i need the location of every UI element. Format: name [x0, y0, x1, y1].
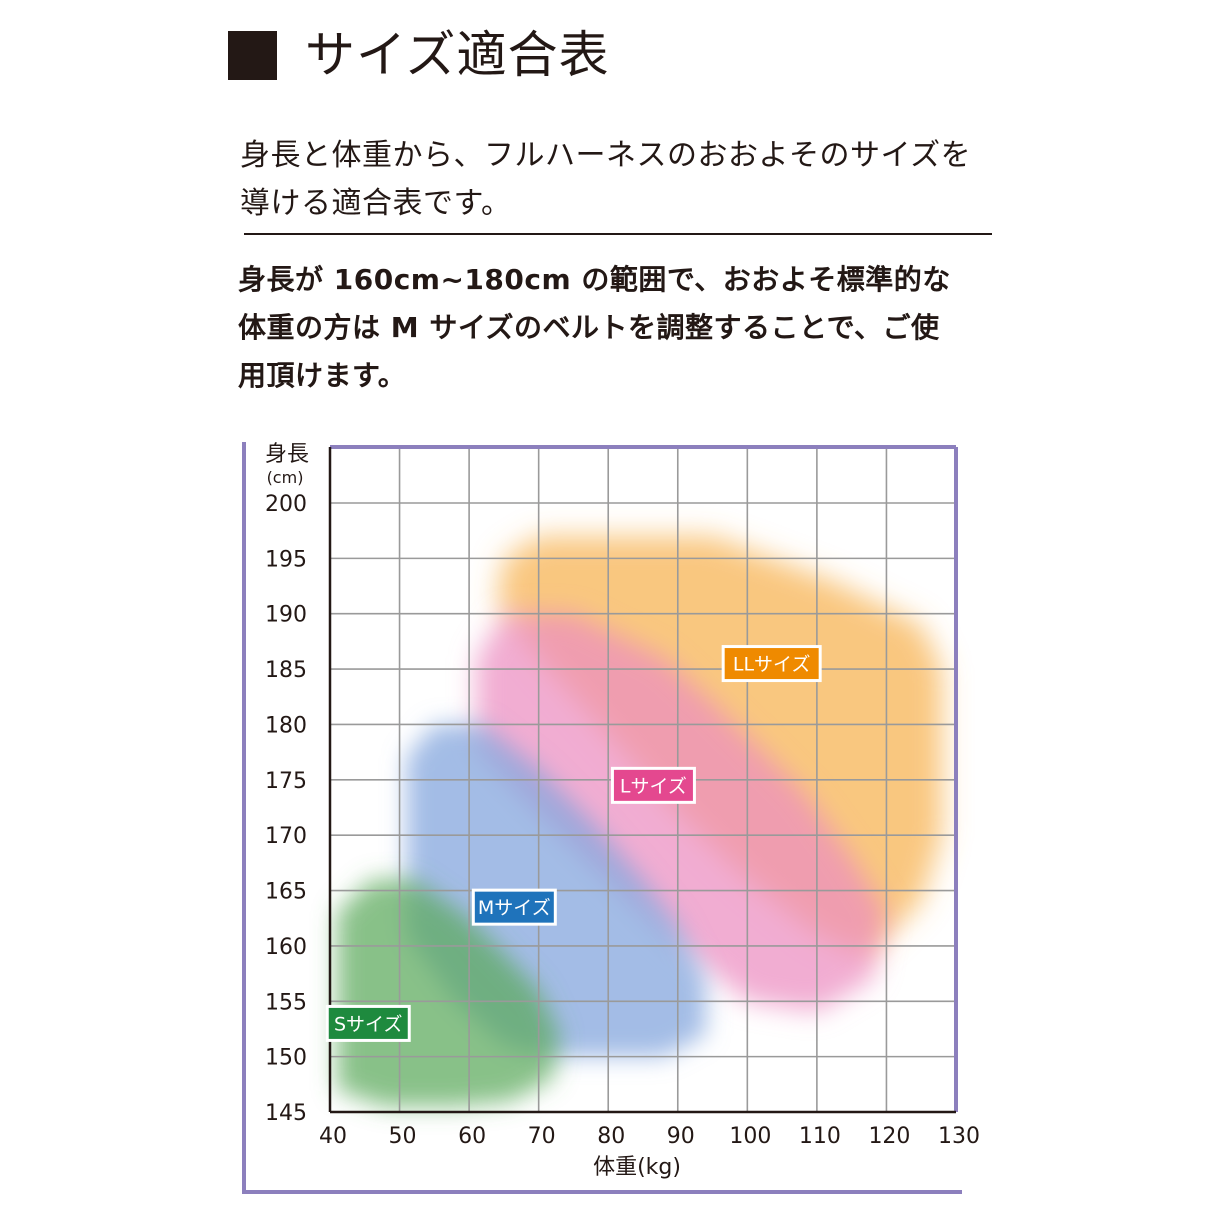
x-tick-label: 60	[458, 1124, 486, 1149]
size-badge-box	[721, 645, 822, 683]
x-axis-label: 体重(kg)	[593, 1155, 681, 1180]
y-tick-label: 160	[265, 935, 307, 960]
size-badge-label: Mサイズ	[478, 897, 551, 919]
note-line-1: 身長が 160cm~180cm の範囲で、おおよそ標準的な	[238, 263, 951, 296]
y-tick-label: 185	[265, 658, 307, 683]
tick-labels: 145 150 155 160 165 170 175 180 185 190 195 200 40 50…	[265, 492, 980, 1149]
y-tick-label: 145	[265, 1101, 307, 1126]
x-tick-label: 120	[868, 1124, 910, 1149]
y-axis-unit: (cm)	[267, 468, 304, 487]
y-tick-label: 155	[265, 990, 307, 1015]
y-tick-label: 200	[265, 492, 307, 517]
note-line-3: 用頂けます。	[238, 359, 407, 392]
x-tick-label: 100	[729, 1124, 771, 1149]
title-block: サイズ適合表	[228, 22, 610, 88]
page-title: サイズ適合表	[305, 26, 610, 84]
y-tick-label: 165	[265, 880, 307, 905]
region-s-size	[337, 879, 560, 1107]
y-tick-label: 150	[265, 1046, 307, 1071]
title-square-icon	[228, 30, 277, 80]
size-labels: LLサイズ Lサイズ Mサイズ Sサイズ	[325, 645, 822, 1042]
size-badge: LLサイズ	[721, 645, 822, 683]
y-tick-label: 180	[265, 713, 307, 738]
axes	[242, 442, 962, 1194]
size-badge-label: Sサイズ	[334, 1013, 403, 1035]
x-tick-label: 80	[597, 1124, 625, 1149]
size-badge: Sサイズ	[325, 1004, 411, 1042]
x-tick-label: 70	[528, 1124, 556, 1149]
x-tick-label: 90	[667, 1124, 695, 1149]
size-badge-box	[471, 888, 557, 926]
size-badge: Lサイズ	[610, 766, 696, 804]
intro-text: 身長と体重から、フルハーネスのおおよそのサイズを 導ける適合表です。	[240, 132, 1000, 228]
size-badge-label: Lサイズ	[620, 775, 687, 797]
x-tick-label: 50	[389, 1124, 417, 1149]
x-tick-label: 110	[799, 1124, 841, 1149]
note-text: 身長が 160cm~180cm の範囲で、おおよそ標準的な 体重の方は M サイ…	[238, 256, 998, 400]
size-badge: Mサイズ	[471, 888, 557, 926]
x-tick-label: 130	[938, 1124, 980, 1149]
size-badge-box	[610, 766, 696, 804]
intro-line-2: 導ける適合表です。	[240, 186, 512, 221]
note-line-2: 体重の方は M サイズのベルトを調整することで、ご使	[238, 311, 940, 344]
size-badge-label: LLサイズ	[733, 654, 811, 676]
y-tick-label: 175	[265, 769, 307, 794]
y-tick-label: 190	[265, 603, 307, 628]
region-l-size	[476, 613, 887, 1013]
y-tick-label: 170	[265, 824, 307, 849]
y-tick-label: 195	[265, 547, 307, 572]
x-tick-label: 40	[319, 1124, 347, 1149]
intro-line-1: 身長と体重から、フルハーネスのおおよそのサイズを	[240, 138, 972, 173]
divider	[244, 233, 992, 235]
y-axis-label: 身長	[265, 442, 309, 467]
size-badge-box	[325, 1004, 411, 1042]
size-regions	[337, 536, 943, 1107]
